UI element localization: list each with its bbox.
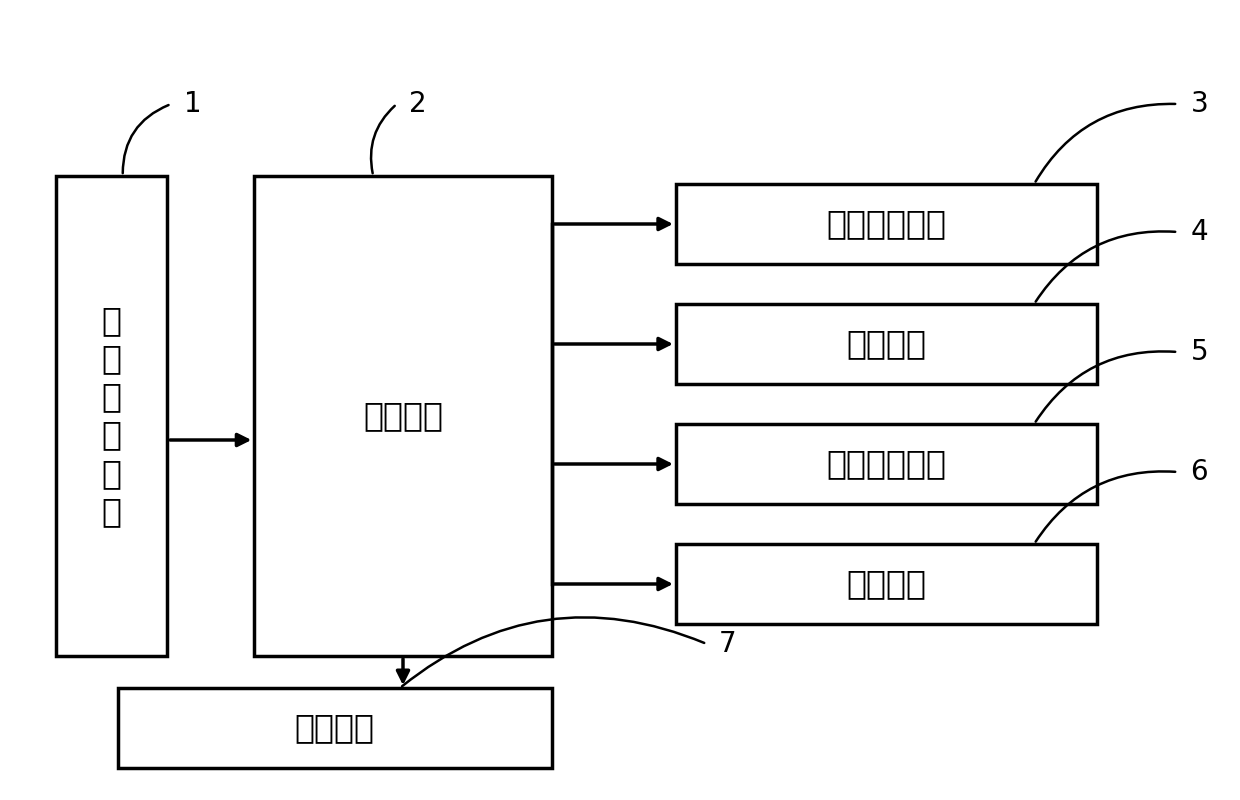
Text: 7: 7 [719, 630, 737, 658]
Bar [676, 424, 1097, 504]
Text: 提取分化模块: 提取分化模块 [827, 447, 946, 481]
Text: 主控模块: 主控模块 [363, 399, 443, 433]
Text: 数据处理模块: 数据处理模块 [827, 207, 946, 241]
Bar [254, 176, 552, 656]
Text: 4: 4 [1190, 218, 1208, 246]
Bar [56, 176, 167, 656]
Bar [676, 304, 1097, 384]
Text: 3: 3 [1190, 90, 1208, 118]
Bar [118, 688, 552, 768]
Bar [676, 184, 1097, 264]
Text: 调节模块: 调节模块 [847, 327, 926, 361]
Text: 2: 2 [409, 90, 427, 118]
Text: 1: 1 [184, 90, 201, 118]
Bar [676, 544, 1097, 624]
Text: 5: 5 [1190, 338, 1208, 366]
Text: 数
据
采
集
模
块: 数 据 采 集 模 块 [102, 304, 122, 528]
Text: 6: 6 [1190, 458, 1208, 486]
Text: 显示模块: 显示模块 [295, 711, 374, 745]
Text: 筛查模块: 筛查模块 [847, 567, 926, 601]
